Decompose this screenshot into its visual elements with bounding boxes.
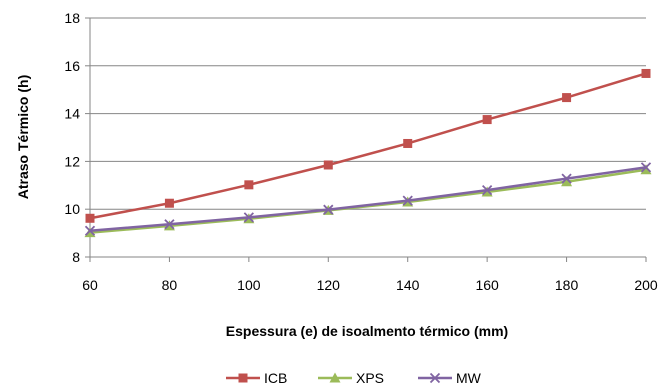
y-tick-label: 18: [64, 10, 80, 26]
x-axis-title: Espessura (e) de isoalmento térmico (mm): [226, 323, 508, 339]
data-point-icb: [641, 68, 651, 78]
data-point-mw: [561, 173, 572, 184]
data-point-icb: [562, 93, 572, 103]
data-point-mw: [482, 184, 493, 196]
y-tick-label: 10: [64, 201, 80, 217]
series-line-mw: [89, 166, 647, 232]
legend-item-icb: ICB: [226, 370, 287, 386]
y-tick-label: 16: [64, 58, 80, 74]
x-tick-label: 120: [317, 277, 341, 293]
data-point-xps: [640, 164, 652, 175]
data-point-mw: [243, 212, 254, 223]
data-point-icb: [85, 213, 95, 223]
data-point-icb: [403, 138, 413, 148]
legend-label: ICB: [264, 370, 287, 386]
data-point-mw: [84, 225, 96, 236]
data-point-icb: [244, 180, 254, 190]
data-point-mw: [323, 204, 334, 215]
legend: ICB XPS MW: [226, 370, 482, 386]
x-tick-label: 180: [555, 277, 579, 293]
data-point-icb: [482, 115, 492, 125]
y-axis-title: Atraso Térmico (h): [15, 75, 31, 199]
series-group: [84, 68, 652, 238]
data-point-mw: [640, 162, 652, 173]
series-line-icb: [89, 72, 647, 220]
x-tick-label: 60: [82, 277, 98, 293]
x-tick-label: 160: [475, 277, 499, 293]
data-point-mw: [402, 195, 413, 206]
x-tick-label: 200: [634, 277, 658, 293]
legend-item-mw: MW: [418, 370, 482, 386]
legend-label: XPS: [356, 370, 384, 386]
data-point-icb: [323, 160, 333, 170]
x-tick-label: 140: [396, 277, 420, 293]
legend-label: MW: [456, 370, 482, 386]
legend-marker: [329, 372, 341, 383]
data-point-mw: [164, 219, 175, 230]
x-tick-labels: 60 80 100 120 140 160 180 200: [82, 277, 658, 293]
series-icb: [85, 68, 651, 223]
y-tick-labels: 8 10 12 14 16 18: [64, 10, 80, 265]
y-tick-label: 14: [64, 106, 80, 122]
series-mw: [84, 162, 652, 236]
legend-marker: [429, 372, 441, 384]
legend-item-xps: XPS: [318, 370, 384, 386]
y-tick-label: 8: [72, 249, 80, 265]
x-tick-label: 80: [162, 277, 178, 293]
data-point-xps: [561, 176, 573, 187]
x-tick-label: 100: [237, 277, 261, 293]
data-point-icb: [164, 198, 174, 208]
y-tick-label: 12: [64, 153, 80, 169]
legend-marker: [238, 373, 248, 383]
